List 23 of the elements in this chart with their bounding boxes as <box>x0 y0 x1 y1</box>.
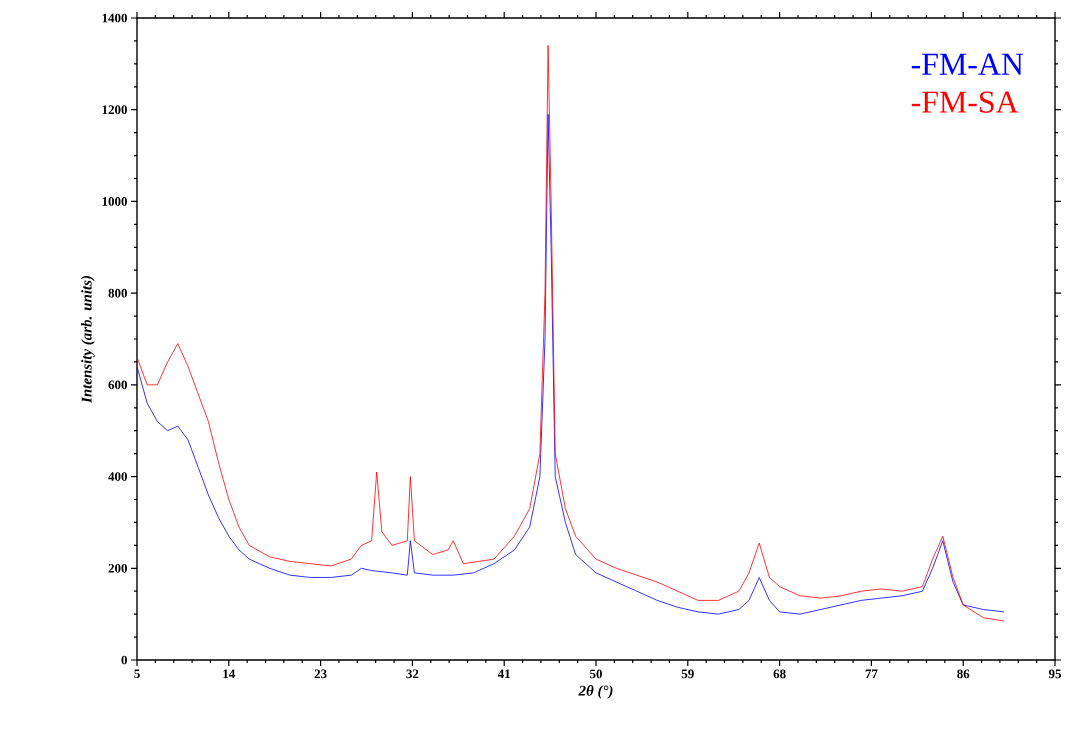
x-tick-label: 14 <box>223 669 236 679</box>
x-axis-title: 2θ (°) <box>578 685 613 699</box>
x-tick-label: 59 <box>681 669 694 679</box>
y-tick-label: 1200 <box>102 105 127 115</box>
x-tick-label: 77 <box>865 669 878 678</box>
x-tick-label: 50 <box>590 669 602 679</box>
y-tick-label: 600 <box>108 380 127 390</box>
y-tick-label: 1000 <box>102 197 127 206</box>
x-tick-label: 86 <box>957 669 970 679</box>
y-axis-title: Intensity (arb. units) <box>81 276 95 404</box>
text: -FM-AN <box>911 53 1024 75</box>
x-tick-label: 32 <box>406 669 419 679</box>
y-tick-label: 1400 <box>102 13 127 23</box>
y-tick-label: 200 <box>108 563 127 573</box>
x-tick-label: 41 <box>497 669 511 679</box>
text: -FM-SA <box>911 91 1019 113</box>
x-tick-label: 95 <box>1048 669 1062 679</box>
y-tick-label: 400 <box>108 472 127 481</box>
x-tick-label: 23 <box>314 669 327 679</box>
y-tick-label: 800 <box>108 288 127 298</box>
x-tick-label: 68 <box>773 669 786 679</box>
x-tick-label: 5 <box>134 669 140 679</box>
y-tick-label: 0 <box>121 655 127 665</box>
